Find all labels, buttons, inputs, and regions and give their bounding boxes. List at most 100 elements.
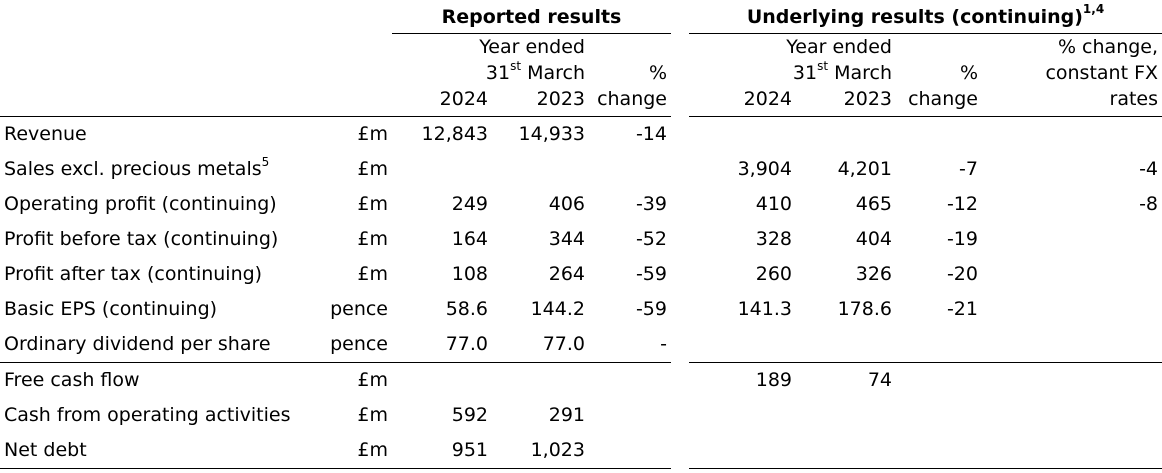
reported-2024-cell: 77.0 — [445, 333, 488, 355]
underlying-2024-cell: 189 — [689, 362, 796, 398]
unit-cell: £m — [357, 263, 388, 285]
underlying-change-cell: -7 — [959, 158, 978, 180]
table-row: Free cash flow £m 189 74 — [0, 362, 1162, 398]
reported-pct-line1: % — [648, 62, 667, 84]
reported-2024-cell: 164 — [451, 228, 488, 250]
unit-cell: pence — [330, 298, 388, 320]
reported-2024-cell — [392, 362, 492, 398]
fx-header-line2: constant FX — [1045, 62, 1159, 84]
underlying-change-cell: -20 — [946, 263, 978, 285]
reported-2023-cell: 344 — [548, 228, 585, 250]
underlying-results-title: Underlying results (continuing)1,4 — [746, 2, 1105, 28]
reported-change-cell — [589, 362, 671, 398]
reported-date: 31st March — [485, 60, 585, 84]
underlying-2024-cell: 3,904 — [737, 158, 792, 180]
header-row-1: Year ended Year ended % change, — [0, 33, 1162, 60]
row-label: Profit before tax (continuing) — [4, 228, 279, 250]
underlying-2023-cell — [796, 433, 896, 469]
reported-change-cell: -39 — [635, 193, 667, 215]
underlying-change-cell — [896, 117, 982, 153]
reported-2023-cell: 291 — [548, 404, 585, 426]
underlying-2024-cell: 328 — [755, 228, 792, 250]
table-row: Basic EPS (continuing) pence 58.6 144.2 -59 1… — [0, 292, 1162, 327]
unit-cell: £m — [357, 193, 388, 215]
underlying-2023-cell: 404 — [855, 228, 892, 250]
reported-2024-cell: 951 — [392, 433, 492, 469]
fx-change-cell — [982, 222, 1162, 257]
reported-2024-cell: 592 — [451, 404, 488, 426]
reported-change-cell: - — [660, 333, 667, 355]
unit-cell: £m — [357, 228, 388, 250]
unit-cell: £m — [322, 362, 392, 398]
underlying-2024-cell — [689, 433, 796, 469]
reported-change-cell — [589, 398, 671, 433]
underlying-change-cell: -12 — [946, 193, 978, 215]
fx-change-cell — [982, 362, 1162, 398]
reported-2024-cell — [392, 152, 492, 187]
reported-change-cell — [589, 433, 671, 469]
row-label: Net debt — [0, 433, 322, 469]
table-row: Operating profit (continuing) £m 249 406 -39… — [0, 187, 1162, 222]
underlying-2024-cell: 141.3 — [737, 298, 792, 320]
unit-cell: pence — [330, 333, 388, 355]
underlying-change-cell: -19 — [946, 228, 978, 250]
reported-2023-cell: 406 — [548, 193, 585, 215]
underlying-change-cell: -21 — [946, 298, 978, 320]
underlying-change-cell — [896, 398, 982, 433]
reported-change-cell: -59 — [635, 263, 667, 285]
underlying-2024-cell: 410 — [755, 193, 792, 215]
underlying-2023-cell: 4,201 — [837, 158, 892, 180]
fx-change-cell — [982, 257, 1162, 292]
fx-change-cell — [982, 117, 1162, 153]
underlying-2024-cell: 260 — [755, 263, 792, 285]
fx-change-cell — [982, 292, 1162, 327]
table-row: Cash from operating activities £m 592 291 — [0, 398, 1162, 433]
underlying-year-ended: Year ended — [689, 33, 896, 60]
reported-2024-cell: 108 — [451, 263, 488, 285]
fx-change-cell — [982, 398, 1162, 433]
underlying-2024-header: 2024 — [689, 86, 796, 117]
fx-change-cell: -8 — [1139, 193, 1159, 215]
reported-2024-cell: 58.6 — [445, 298, 488, 320]
fx-header-line1: % change, — [982, 33, 1162, 60]
underlying-pct-line1: % — [959, 62, 978, 84]
underlying-change-cell — [896, 362, 982, 398]
fx-header-line3: rates — [982, 86, 1162, 117]
underlying-2024-cell — [689, 117, 796, 153]
underlying-date: 31st March — [792, 60, 892, 84]
row-label: Sales excl. precious metals5 — [4, 154, 270, 180]
header-row-2: 31st March % 31st March % constant FX — [0, 60, 1162, 86]
row-label-footnote: 5 — [261, 154, 270, 169]
underlying-2023-cell — [796, 398, 896, 433]
group-header-row: Reported results Underlying results (con… — [0, 0, 1162, 34]
table-row: Sales excl. precious metals5 £m 3,904 4,201… — [0, 152, 1162, 187]
reported-change-cell: -59 — [635, 298, 667, 320]
fx-change-cell — [982, 433, 1162, 469]
underlying-2023-cell: 465 — [855, 193, 892, 215]
fx-change-cell: -4 — [1139, 158, 1159, 180]
row-label: Profit after tax (continuing) — [4, 263, 263, 285]
reported-2024-cell: 249 — [451, 193, 488, 215]
table-row: Revenue £m 12,843 14,933 -14 — [0, 117, 1162, 153]
underlying-2023-header: 2023 — [796, 86, 896, 117]
underlying-change-cell — [896, 327, 982, 363]
reported-2024-cell: 12,843 — [421, 123, 488, 145]
underlying-2023-cell — [796, 327, 896, 363]
reported-change-cell: -14 — [635, 123, 667, 145]
unit-cell: £m — [357, 404, 388, 426]
reported-2023-cell: 264 — [548, 263, 585, 285]
unit-cell: £m — [357, 123, 388, 145]
underlying-2024-cell — [689, 398, 796, 433]
reported-2023-cell: 1,023 — [492, 433, 589, 469]
table-row: Net debt £m 951 1,023 — [0, 433, 1162, 469]
underlying-change-cell — [896, 433, 982, 469]
reported-2023-cell: 144.2 — [530, 298, 585, 320]
table-row: Ordinary dividend per share pence 77.0 77.0… — [0, 327, 1162, 363]
row-label: Basic EPS (continuing) — [4, 298, 218, 320]
reported-year-ended: Year ended — [392, 33, 589, 60]
underlying-2023-cell: 74 — [796, 362, 896, 398]
reported-results-title: Reported results — [441, 5, 622, 28]
unit-cell: £m — [357, 158, 388, 180]
underlying-2024-cell — [689, 327, 796, 363]
